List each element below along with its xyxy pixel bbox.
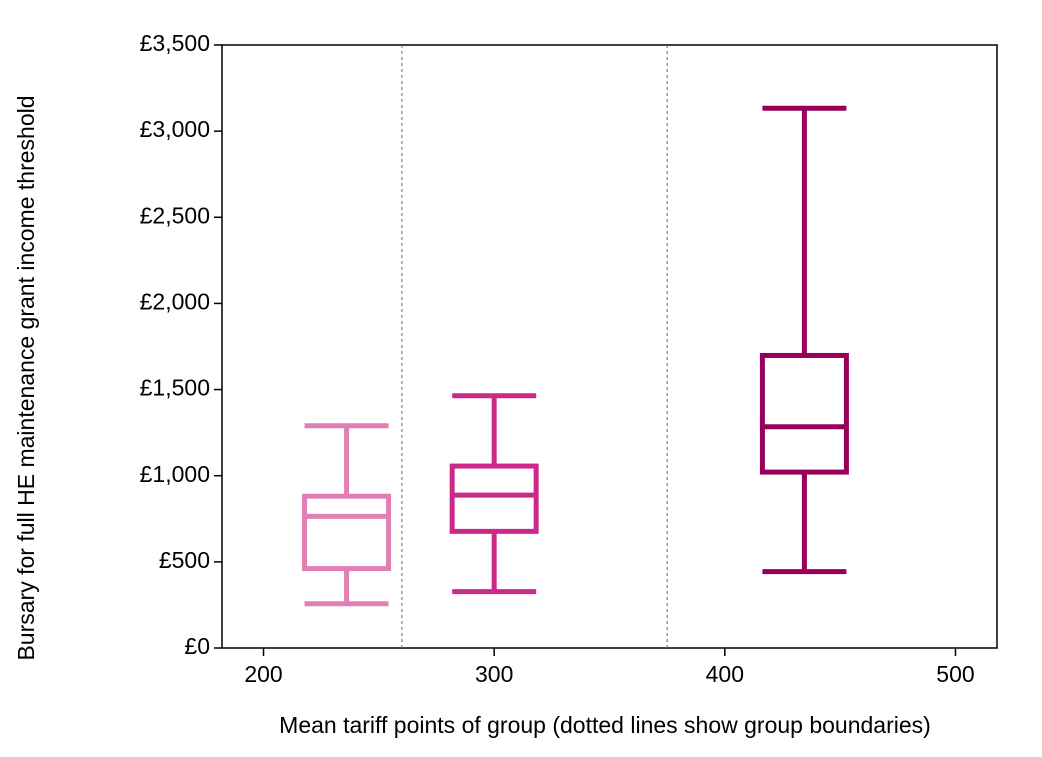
x-tick-label: 200 bbox=[244, 661, 282, 687]
y-tick-label: £0 bbox=[184, 633, 210, 659]
y-tick-label: £3,000 bbox=[140, 116, 210, 142]
y-axis-label: Bursary for full HE maintenance grant in… bbox=[13, 95, 39, 660]
y-tick-label: £500 bbox=[159, 547, 210, 573]
box bbox=[449, 463, 539, 534]
y-tick-label: £2,500 bbox=[140, 202, 210, 228]
box bbox=[759, 352, 849, 475]
y-tick-label: £3,500 bbox=[140, 30, 210, 56]
plot-frame bbox=[221, 44, 998, 649]
x-tick-label: 500 bbox=[936, 661, 974, 687]
x-axis-label: Mean tariff points of group (dotted line… bbox=[279, 712, 931, 738]
y-tick-label: £2,000 bbox=[140, 289, 210, 315]
box bbox=[302, 493, 392, 572]
x-tick-label: 400 bbox=[706, 661, 744, 687]
x-tick-label: 300 bbox=[475, 661, 513, 687]
y-tick-label: £1,500 bbox=[140, 375, 210, 401]
y-tick-label: £1,000 bbox=[140, 461, 210, 487]
